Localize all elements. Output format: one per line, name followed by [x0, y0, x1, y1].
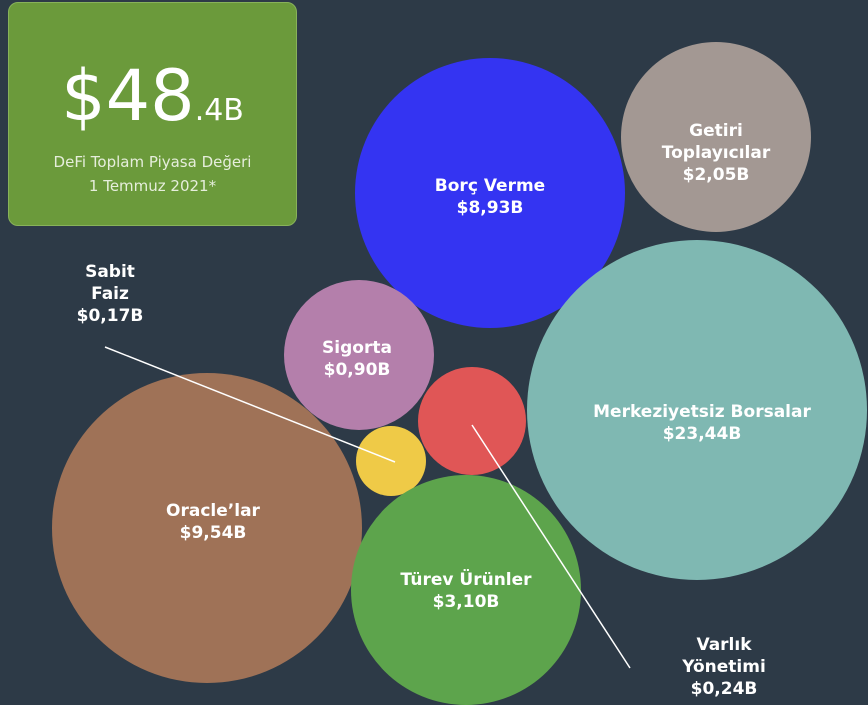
total: $48.4B	[9, 55, 296, 137]
value-label: $0,17B	[76, 306, 144, 327]
bubble-label: Merkeziyetsiz Borsalar $23,44B	[572, 401, 832, 445]
value-label: $2,05B	[682, 165, 750, 186]
bubble	[284, 280, 434, 430]
bubble	[351, 475, 581, 705]
leader-line	[471, 424, 631, 669]
value-label: $0,90B	[323, 360, 391, 380]
value-label: $9,54B	[179, 523, 247, 543]
bubble	[527, 240, 867, 580]
bubble-label: Getiri Toplayıcılar $2,05B	[651, 120, 781, 186]
total-card: $48.4B DeFi Toplam Piyasa Değeri 1 Temmu…	[8, 2, 297, 226]
category-name: Varlık Yönetimi	[682, 634, 766, 677]
value-label: $0,24B	[690, 679, 758, 700]
caption: 1 Temmuz 2021*	[88, 177, 217, 195]
total-main: $48	[61, 55, 195, 137]
caption: DeFi Toplam Piyasa Değeri	[53, 153, 252, 171]
bubble	[418, 367, 526, 475]
category-name: Getiri Toplayıcılar	[661, 120, 771, 163]
category-name: Sabit Faiz	[85, 261, 135, 304]
leader-line	[104, 346, 396, 463]
bubble-label: Türev Ürünler $3,10B	[366, 569, 566, 613]
value-label: $23,44B	[662, 424, 742, 444]
total-decimal: .4B	[194, 93, 244, 128]
value-label: $8,93B	[456, 198, 524, 218]
category-name: Merkeziyetsiz Borsalar	[593, 401, 811, 422]
bubble	[52, 373, 362, 683]
category-name: Oracle’lar	[166, 500, 260, 521]
bubble-label: Sigorta $0,90B	[297, 337, 417, 381]
value-label: $3,10B	[432, 592, 500, 612]
bubble-label: Sabit Faiz $0,17B	[70, 261, 150, 327]
bubble-label: Varlık Yönetimi $0,24B	[674, 634, 774, 700]
category-name: Borç Verme	[434, 175, 546, 196]
bubble-label: Borç Verme $8,93B	[390, 175, 590, 219]
bubble	[355, 58, 625, 328]
bubble-label: Oracle’lar $9,54B	[113, 500, 313, 544]
category-name: Türev Ürünler	[400, 569, 532, 590]
bubble	[621, 42, 811, 232]
category-name: Sigorta	[322, 337, 392, 358]
